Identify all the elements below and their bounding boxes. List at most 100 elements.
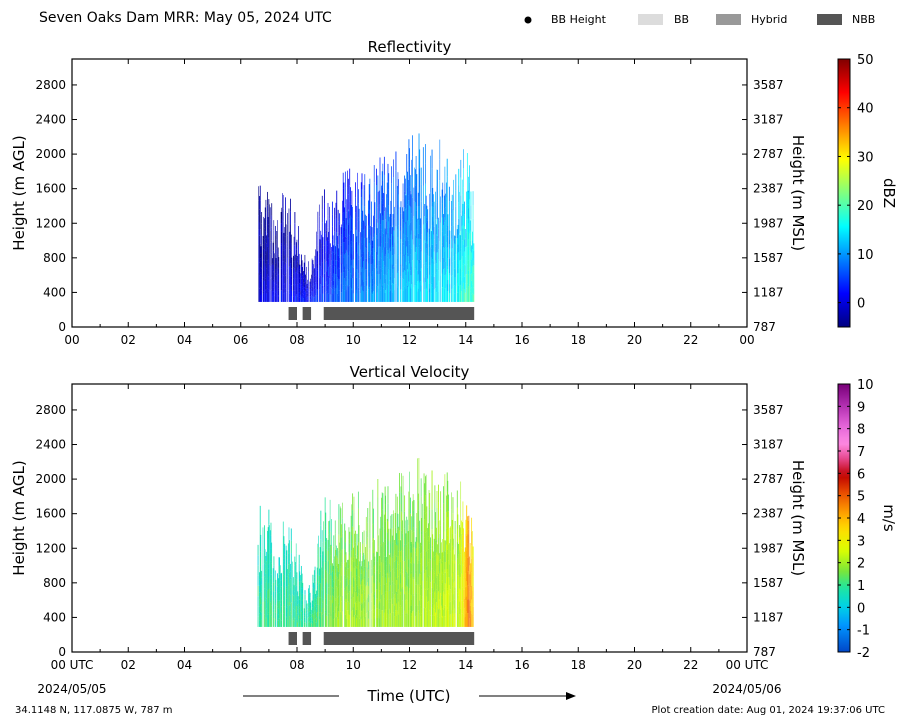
heatmap-cell (278, 609, 280, 619)
heatmap-cell (408, 525, 410, 543)
heatmap-cell (428, 292, 430, 302)
heatmap-cell (295, 294, 297, 302)
heatmap-cell (464, 616, 466, 627)
heatmap-cell (308, 281, 309, 287)
heatmap-cell (435, 526, 436, 541)
heatmap-cell (293, 277, 295, 286)
heatmap-cell (298, 607, 299, 612)
heatmap-cell (378, 232, 380, 247)
heatmap-cell (321, 542, 323, 555)
heatmap-cell (438, 484, 439, 503)
heatmap-cell (429, 247, 431, 262)
heatmap-cell (384, 556, 386, 575)
heatmap-cell (438, 591, 439, 610)
heatmap-cell (312, 275, 314, 282)
heatmap-cell (383, 595, 384, 606)
heatmap-cell (420, 251, 422, 269)
heatmap-cell (392, 514, 394, 529)
heatmap-cell (346, 199, 348, 213)
heatmap-cell (288, 220, 290, 232)
heatmap-cell (350, 613, 352, 627)
heatmap-cell (387, 521, 389, 539)
heatmap-cell (386, 248, 387, 262)
heatmap-cell (302, 588, 304, 594)
heatmap-cell (356, 236, 358, 245)
heatmap-cell (458, 285, 460, 302)
heatmap-cell (290, 577, 292, 591)
heatmap-cell (397, 570, 399, 585)
heatmap-cell (376, 237, 378, 247)
heatmap-cell (378, 190, 380, 205)
heatmap-cell (416, 527, 418, 542)
heatmap-cell (261, 245, 263, 257)
heatmap-cell (415, 570, 417, 583)
y2-tick-label: 2387 (753, 182, 784, 196)
heatmap-cell (317, 211, 319, 224)
heatmap-cell (443, 540, 445, 552)
heatmap-cell (378, 592, 379, 605)
heatmap-cell (376, 589, 377, 599)
heatmap-cell (362, 615, 364, 627)
heatmap-cell (357, 508, 359, 526)
heatmap-cell (381, 252, 383, 270)
heatmap-cell (472, 576, 474, 587)
heatmap-cell (417, 260, 418, 271)
heatmap-cell (274, 273, 276, 283)
heatmap-cell (293, 608, 294, 615)
heatmap-cell (328, 275, 330, 285)
heatmap-cell (374, 202, 376, 215)
heatmap-cell (391, 556, 392, 571)
heatmap-cell (300, 291, 301, 295)
heatmap-cell (418, 500, 420, 522)
heatmap-cell (389, 602, 391, 615)
heatmap-cell (358, 255, 360, 267)
heatmap-cell (291, 268, 293, 275)
heatmap-cell (331, 603, 333, 612)
heatmap-cell (277, 281, 279, 289)
heatmap-cell (446, 577, 447, 595)
heatmap-cell (448, 244, 450, 259)
heatmap-cell (266, 598, 268, 609)
heatmap-cell (427, 614, 429, 627)
heatmap-cell (263, 227, 265, 239)
heatmap-cell (318, 228, 320, 242)
heatmap-cell (427, 588, 429, 602)
heatmap-cell (388, 614, 389, 627)
heatmap-cell (355, 554, 356, 567)
heatmap-cell (315, 610, 317, 615)
heatmap-cell (458, 616, 460, 627)
heatmap-cell (324, 545, 326, 563)
heatmap-cell (409, 594, 411, 611)
heatmap-cell (407, 271, 409, 287)
heatmap-cell (309, 609, 311, 615)
heatmap-cell (389, 590, 390, 600)
heatmap-cell (386, 272, 388, 288)
heatmap-cell (268, 224, 270, 238)
heatmap-cell (267, 614, 269, 627)
heatmap-cell (284, 236, 285, 246)
heatmap-cell (326, 291, 328, 302)
heatmap-cell (337, 567, 338, 578)
heatmap-cell (342, 238, 343, 252)
heatmap-cell (368, 200, 369, 214)
heatmap-cell (429, 576, 431, 594)
heatmap-cell (381, 610, 383, 627)
heatmap-cell (381, 185, 382, 201)
heatmap-cell (386, 600, 387, 610)
heatmap-cell (360, 573, 362, 582)
heatmap-cell (307, 285, 309, 289)
heatmap-cell (284, 564, 286, 576)
heatmap-cell (466, 550, 468, 567)
heatmap-cell (328, 574, 329, 588)
heatmap-cell (402, 520, 403, 534)
heatmap-cell (363, 281, 364, 292)
heatmap-cell (290, 528, 292, 541)
heatmap-cell (290, 595, 291, 604)
heatmap-cell (386, 565, 387, 575)
heatmap-cell (430, 248, 432, 258)
heatmap-cell (472, 586, 474, 597)
heatmap-cell (363, 589, 364, 600)
heatmap-cell (260, 534, 262, 547)
heatmap-cell (305, 288, 306, 292)
heatmap-cell (463, 552, 464, 566)
